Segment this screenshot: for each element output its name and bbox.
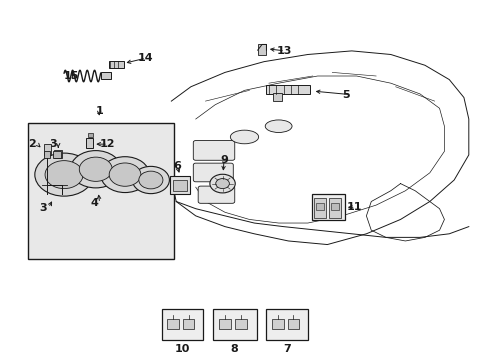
Bar <box>314 198 326 218</box>
Circle shape <box>35 153 93 196</box>
Bar <box>266 309 307 339</box>
FancyBboxPatch shape <box>198 186 234 203</box>
Bar <box>53 150 61 158</box>
Text: 9: 9 <box>220 155 227 165</box>
Bar <box>43 150 50 158</box>
Bar <box>235 319 246 329</box>
Ellipse shape <box>264 120 291 132</box>
Text: 4: 4 <box>91 198 99 208</box>
Text: 6: 6 <box>173 161 181 171</box>
Bar <box>173 180 186 191</box>
Circle shape <box>70 150 121 188</box>
Circle shape <box>132 166 169 194</box>
Bar <box>167 319 179 329</box>
Circle shape <box>215 179 229 189</box>
Text: 1: 1 <box>95 106 103 116</box>
Text: 11: 11 <box>346 202 362 212</box>
Bar <box>170 176 189 194</box>
FancyBboxPatch shape <box>193 140 234 160</box>
FancyBboxPatch shape <box>193 163 233 182</box>
Circle shape <box>101 157 149 193</box>
Text: 3: 3 <box>49 139 57 149</box>
Bar <box>27 123 173 259</box>
Bar <box>88 134 93 137</box>
Bar <box>272 93 281 101</box>
Bar <box>101 72 111 79</box>
Bar <box>54 149 62 158</box>
Text: 15: 15 <box>64 71 79 81</box>
Bar <box>109 61 123 68</box>
Text: 2: 2 <box>28 139 36 149</box>
Text: 8: 8 <box>230 344 238 354</box>
Circle shape <box>109 163 141 186</box>
Bar <box>287 319 299 329</box>
Bar <box>266 85 310 94</box>
Circle shape <box>79 157 112 181</box>
Bar <box>316 203 324 211</box>
Text: 10: 10 <box>175 344 190 354</box>
Circle shape <box>139 171 163 189</box>
Bar <box>328 198 340 218</box>
Text: 5: 5 <box>341 90 349 100</box>
Text: 14: 14 <box>137 53 153 63</box>
Bar <box>43 144 51 155</box>
Bar <box>85 138 93 148</box>
Circle shape <box>45 161 83 189</box>
Bar <box>257 44 266 55</box>
Text: 3: 3 <box>40 203 47 213</box>
Text: 7: 7 <box>283 344 291 354</box>
Bar <box>183 319 194 329</box>
Bar <box>219 319 230 329</box>
Ellipse shape <box>230 130 258 144</box>
Bar <box>272 319 284 329</box>
Bar <box>212 309 256 339</box>
Bar <box>161 309 203 339</box>
Bar <box>311 194 344 220</box>
Circle shape <box>209 174 235 193</box>
Text: 12: 12 <box>99 139 115 149</box>
Bar <box>330 203 338 211</box>
Text: 13: 13 <box>276 46 291 56</box>
